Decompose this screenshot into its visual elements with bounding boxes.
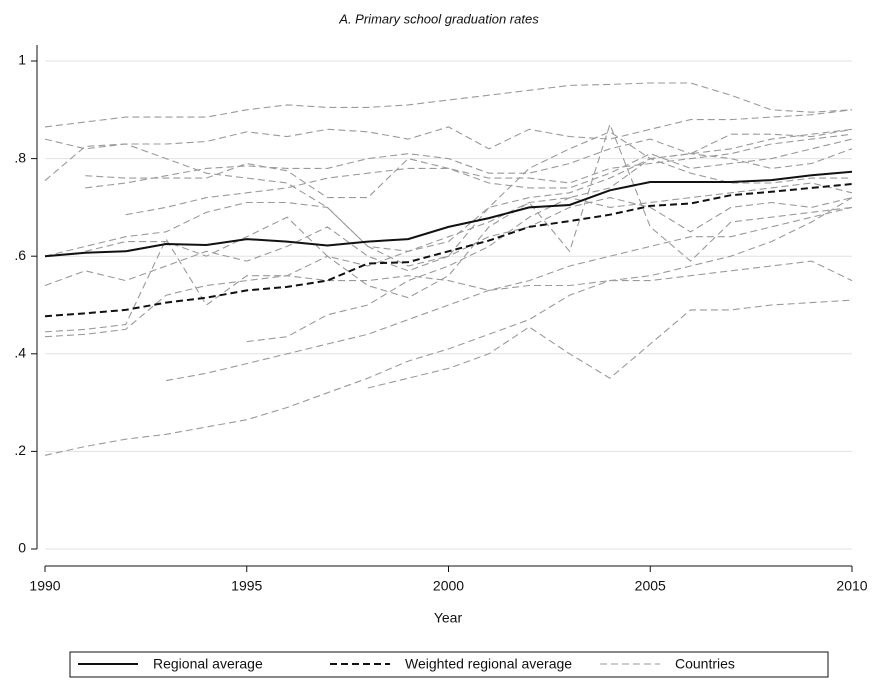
x-tick-label: 1990	[29, 578, 60, 594]
country-line	[44, 260, 853, 338]
country-line	[85, 128, 853, 267]
country-line	[44, 197, 853, 287]
y-tick-label: .2	[14, 442, 26, 458]
series-line	[44, 183, 853, 318]
x-axis-label: Year	[434, 610, 463, 626]
x-tick-label: 1995	[231, 578, 262, 594]
country-line	[44, 122, 853, 333]
country-line	[166, 206, 853, 382]
country-line	[44, 158, 852, 257]
x-tick-label: 2010	[836, 578, 867, 594]
y-tick-label: 0	[18, 540, 26, 556]
series-line	[44, 170, 853, 258]
chart-title: A. Primary school graduation rates	[338, 11, 539, 26]
legend	[69, 651, 829, 678]
country-line	[246, 182, 853, 343]
legend-label: Weighted regional average	[405, 656, 572, 672]
country-line	[44, 197, 853, 456]
country-line	[85, 138, 853, 189]
y-tick-label: 1	[18, 52, 26, 68]
x-tick-label: 2005	[635, 578, 666, 594]
x-tick-label: 2000	[433, 578, 464, 594]
country-line	[125, 133, 853, 216]
y-tick-label: .4	[14, 345, 26, 361]
legend-label: Regional average	[153, 656, 263, 672]
country-line	[44, 128, 853, 267]
country-line	[367, 299, 853, 389]
country-line	[44, 82, 853, 128]
country-line	[85, 138, 853, 199]
y-tick-label: .8	[14, 149, 26, 165]
y-tick-label: .6	[14, 247, 26, 263]
legend-label: Countries	[675, 656, 735, 672]
country-line	[44, 109, 853, 150]
